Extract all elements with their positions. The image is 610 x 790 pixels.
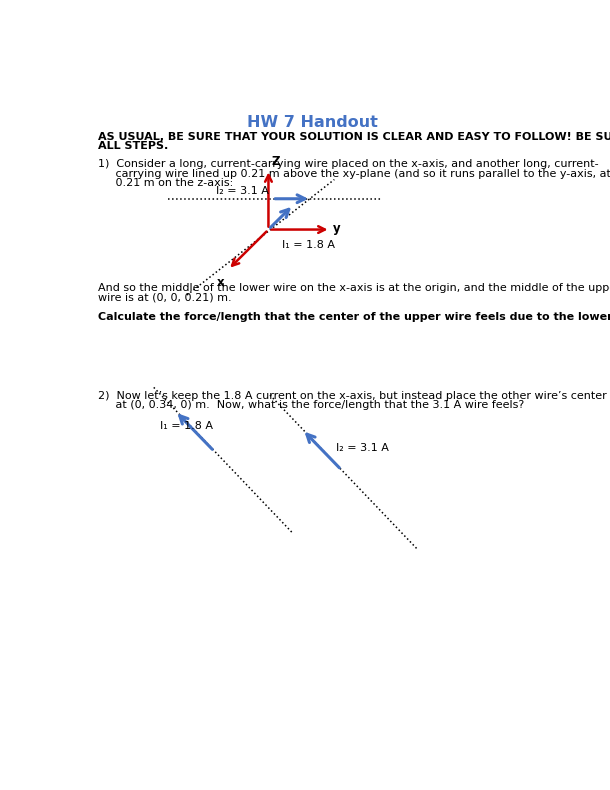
Text: And so the middle of the lower wire on the x-axis is at the origin, and the midd: And so the middle of the lower wire on t…: [98, 284, 610, 293]
Text: 1)  Consider a long, current-carrying wire placed on the x-axis, and another lon: 1) Consider a long, current-carrying wir…: [98, 160, 598, 170]
Text: I₂ = 3.1 A: I₂ = 3.1 A: [216, 186, 268, 196]
Text: I₂ = 3.1 A: I₂ = 3.1 A: [336, 443, 389, 453]
Text: ALL STEPS.: ALL STEPS.: [98, 141, 168, 151]
Text: carrying wire lined up 0.21 m above the xy-plane (and so it runs parallel to the: carrying wire lined up 0.21 m above the …: [98, 169, 610, 179]
Text: y: y: [333, 222, 340, 235]
Text: I₁ = 1.8 A: I₁ = 1.8 A: [160, 421, 213, 431]
Text: Calculate the force/length that the center of the upper wire feels due to the lo: Calculate the force/length that the cent…: [98, 312, 610, 322]
Text: wire is at (0, 0, 0.21) m.: wire is at (0, 0, 0.21) m.: [98, 292, 232, 303]
Text: AS USUAL, BE SURE THAT YOUR SOLUTION IS CLEAR AND EASY TO FOLLOW! BE SURE TO SHO: AS USUAL, BE SURE THAT YOUR SOLUTION IS …: [98, 132, 610, 141]
Text: at (0, 0.34, 0) m.  Now, what is the force/length that the 3.1 A wire feels?: at (0, 0.34, 0) m. Now, what is the forc…: [98, 401, 524, 411]
Text: 2)  Now let’s keep the 1.8 A current on the x-axis, but instead place the other : 2) Now let’s keep the 1.8 A current on t…: [98, 391, 607, 401]
Text: x: x: [217, 276, 224, 289]
Text: I₁ = 1.8 A: I₁ = 1.8 A: [282, 240, 336, 250]
Text: 0.21 m on the z-axis:: 0.21 m on the z-axis:: [98, 178, 233, 188]
Text: HW 7 Handout: HW 7 Handout: [247, 115, 378, 130]
Text: Z: Z: [271, 155, 280, 168]
